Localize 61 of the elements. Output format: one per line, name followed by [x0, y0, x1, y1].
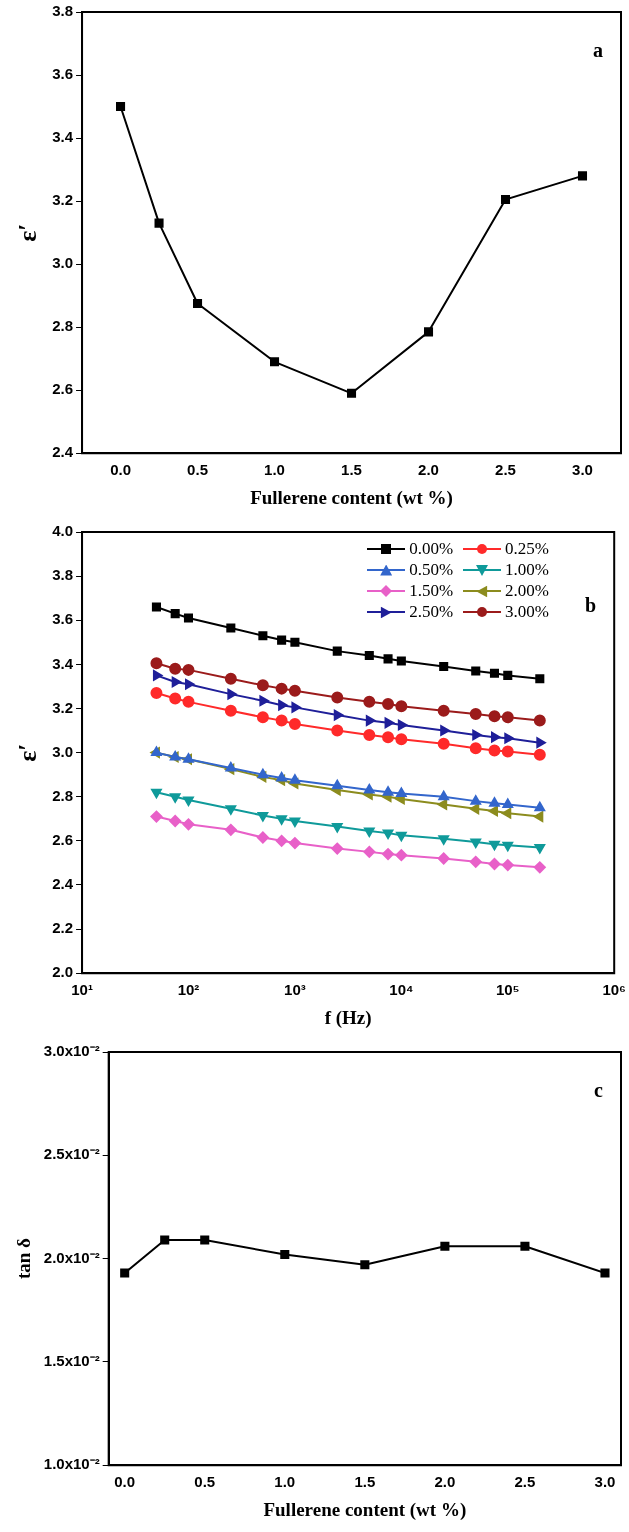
- y-tick-label: 3.0: [52, 254, 74, 272]
- y-tick-label: 3.6: [52, 610, 74, 628]
- legend-label: 0.50%: [409, 559, 454, 580]
- y-tick-label: 1.5x10⁻²: [43, 1352, 100, 1370]
- x-tick-label: 0.0: [114, 1473, 136, 1491]
- x-tick-label: 10⁵: [495, 981, 520, 999]
- y-tick-label: 2.2: [52, 919, 74, 937]
- x-tick-label: 1.0: [274, 1473, 296, 1491]
- x-tick-label: 10²: [177, 981, 200, 999]
- y-axis-title: tan δ: [13, 1237, 35, 1280]
- y-tick-label: 2.4: [52, 875, 74, 893]
- y-tick-label: 3.4: [52, 128, 74, 146]
- x-tick-label: 3.0: [572, 461, 593, 479]
- y-tick-label: 3.8: [52, 566, 74, 584]
- y-tick-label: 3.0: [52, 742, 74, 760]
- legend-label: 1.50%: [409, 580, 454, 601]
- x-tick-label: 1.0: [264, 461, 285, 479]
- legend-label: 2.50%: [409, 601, 454, 622]
- legend-label: 1.00%: [505, 559, 549, 580]
- legend-label: 3.00%: [505, 601, 549, 622]
- x-axis-title: Fullerene content (wt %): [250, 486, 453, 509]
- x-axis-title: f (Hz): [324, 1006, 372, 1029]
- x-tick-label: 2.5: [495, 461, 516, 479]
- y-tick-label: 2.4: [52, 443, 74, 461]
- y-tick-label: 2.0: [52, 963, 74, 981]
- x-tick-label: 3.0: [594, 1473, 616, 1491]
- y-tick-label: 3.0x10⁻²: [43, 1042, 100, 1060]
- y-tick-label: 1.0x10⁻²: [43, 1455, 100, 1473]
- x-tick-label: 10⁶: [602, 981, 626, 999]
- y-axis-title: ε′: [13, 223, 43, 242]
- x-tick-label: 10⁴: [389, 981, 414, 999]
- y-tick-label: 4.0: [52, 522, 74, 540]
- y-tick-label: 3.2: [52, 191, 74, 209]
- y-tick-label: 3.2: [52, 698, 74, 716]
- x-tick-label: 1.5: [354, 1473, 376, 1491]
- y-tick-label: 3.6: [52, 65, 74, 83]
- annotation: a: [593, 39, 603, 61]
- y-tick-label: 3.4: [52, 654, 74, 672]
- annotation: b: [585, 594, 597, 616]
- x-tick-label: 10³: [284, 981, 306, 999]
- x-tick-label: 2.0: [434, 1473, 456, 1491]
- legend-label: 0.25%: [505, 538, 549, 559]
- x-tick-label: 2.0: [418, 461, 439, 479]
- x-tick-label: 0.5: [187, 461, 208, 479]
- legend-label: 0.00%: [409, 538, 454, 559]
- y-tick-label: 2.6: [52, 380, 74, 398]
- x-tick-label: 1.5: [341, 461, 362, 479]
- x-tick-label: 2.5: [514, 1473, 536, 1491]
- legend-label: 2.00%: [505, 580, 549, 601]
- x-tick-label: 0.0: [110, 461, 131, 479]
- y-tick-label: 2.6: [52, 830, 74, 848]
- y-tick-label: 2.8: [52, 317, 74, 335]
- annotation: c: [594, 1079, 604, 1101]
- y-tick-label: 2.5x10⁻²: [43, 1145, 100, 1163]
- x-tick-label: 0.5: [194, 1473, 216, 1491]
- y-tick-label: 2.0x10⁻²: [43, 1248, 100, 1266]
- x-tick-label: 10¹: [71, 981, 93, 999]
- y-tick-label: 3.8: [52, 2, 74, 20]
- y-tick-label: 2.8: [52, 786, 74, 804]
- x-axis-title: Fullerene content (wt %): [263, 1498, 467, 1521]
- y-axis-title: ε′: [13, 743, 43, 762]
